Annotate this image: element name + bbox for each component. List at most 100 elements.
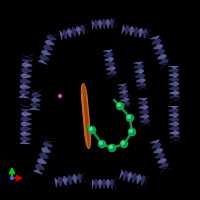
Polygon shape	[32, 95, 41, 96]
Polygon shape	[31, 103, 40, 105]
Polygon shape	[32, 93, 41, 95]
Polygon shape	[22, 88, 28, 91]
Polygon shape	[112, 19, 113, 28]
Polygon shape	[40, 157, 46, 159]
Polygon shape	[171, 116, 176, 118]
Polygon shape	[133, 29, 135, 35]
Polygon shape	[77, 177, 78, 181]
Polygon shape	[33, 170, 43, 175]
Polygon shape	[140, 119, 149, 121]
Ellipse shape	[83, 84, 86, 112]
Polygon shape	[20, 137, 31, 139]
Polygon shape	[169, 123, 179, 124]
Polygon shape	[123, 101, 127, 102]
Polygon shape	[137, 175, 138, 183]
Ellipse shape	[82, 84, 87, 112]
Polygon shape	[104, 51, 112, 52]
Polygon shape	[31, 100, 41, 101]
Polygon shape	[110, 181, 111, 187]
Polygon shape	[67, 177, 69, 183]
Polygon shape	[172, 81, 176, 83]
Polygon shape	[20, 82, 31, 84]
Polygon shape	[107, 19, 109, 28]
Ellipse shape	[83, 98, 89, 127]
Polygon shape	[43, 47, 52, 50]
Polygon shape	[137, 77, 144, 78]
Polygon shape	[152, 41, 161, 44]
Polygon shape	[94, 181, 95, 187]
Polygon shape	[23, 111, 30, 113]
Polygon shape	[104, 53, 113, 56]
Polygon shape	[95, 179, 96, 189]
Polygon shape	[108, 179, 109, 189]
Polygon shape	[153, 143, 159, 146]
Polygon shape	[171, 76, 176, 78]
Polygon shape	[31, 108, 40, 110]
Polygon shape	[120, 92, 127, 93]
Polygon shape	[23, 110, 30, 112]
Polygon shape	[20, 84, 30, 87]
Circle shape	[117, 103, 120, 106]
Polygon shape	[40, 153, 49, 157]
Polygon shape	[72, 28, 75, 36]
Polygon shape	[21, 117, 32, 119]
Polygon shape	[20, 133, 31, 134]
Polygon shape	[120, 95, 128, 97]
Polygon shape	[69, 175, 71, 185]
Polygon shape	[121, 90, 125, 91]
Polygon shape	[169, 129, 179, 130]
Polygon shape	[20, 139, 31, 141]
Polygon shape	[48, 39, 54, 41]
Polygon shape	[21, 118, 32, 120]
Polygon shape	[68, 176, 70, 185]
Polygon shape	[36, 168, 42, 170]
Polygon shape	[107, 179, 108, 189]
Polygon shape	[124, 27, 126, 33]
Polygon shape	[131, 26, 133, 36]
Polygon shape	[72, 27, 75, 36]
Polygon shape	[101, 182, 103, 186]
Polygon shape	[139, 101, 148, 103]
Polygon shape	[22, 71, 31, 73]
Polygon shape	[105, 56, 112, 57]
Polygon shape	[137, 73, 142, 74]
Polygon shape	[64, 30, 67, 39]
Polygon shape	[136, 79, 145, 81]
Polygon shape	[139, 110, 148, 112]
Polygon shape	[128, 29, 130, 33]
Polygon shape	[34, 170, 42, 174]
Polygon shape	[107, 61, 112, 62]
Polygon shape	[92, 180, 94, 188]
Polygon shape	[32, 94, 41, 95]
Polygon shape	[21, 112, 32, 114]
Polygon shape	[145, 29, 147, 38]
Polygon shape	[111, 19, 113, 28]
Circle shape	[128, 128, 136, 136]
Polygon shape	[151, 141, 159, 143]
Polygon shape	[106, 20, 108, 28]
Polygon shape	[62, 33, 64, 37]
Polygon shape	[100, 179, 101, 189]
Polygon shape	[135, 27, 138, 37]
Polygon shape	[41, 148, 51, 152]
Polygon shape	[135, 71, 144, 72]
Polygon shape	[109, 66, 112, 68]
Polygon shape	[97, 182, 99, 186]
Polygon shape	[169, 71, 178, 73]
Polygon shape	[132, 29, 134, 34]
Polygon shape	[158, 54, 165, 58]
Polygon shape	[96, 179, 97, 189]
Polygon shape	[118, 87, 127, 89]
Polygon shape	[121, 94, 126, 96]
Polygon shape	[137, 174, 140, 184]
Polygon shape	[120, 99, 129, 101]
Polygon shape	[103, 49, 112, 51]
Polygon shape	[141, 31, 143, 35]
Polygon shape	[169, 122, 179, 124]
Polygon shape	[44, 45, 53, 49]
Polygon shape	[140, 121, 150, 122]
Polygon shape	[77, 26, 80, 35]
Polygon shape	[21, 68, 32, 71]
Polygon shape	[79, 174, 81, 183]
Polygon shape	[45, 41, 54, 45]
